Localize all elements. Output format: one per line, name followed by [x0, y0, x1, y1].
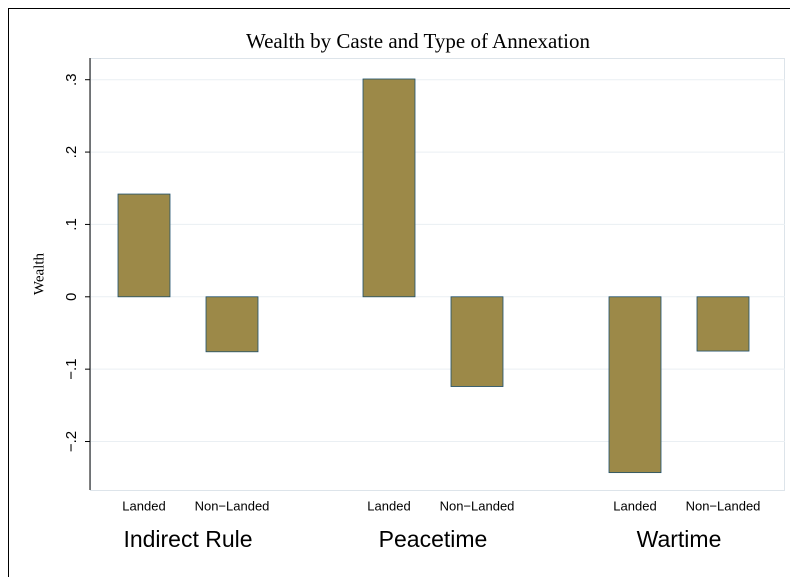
bar [450, 296, 504, 387]
bar-label: Landed [122, 498, 165, 513]
y-tick-label: −.1 [63, 359, 80, 380]
bar [696, 296, 750, 352]
group-label: Wartime [637, 526, 722, 552]
bar-label: Landed [613, 498, 656, 513]
y-tick-label: 0 [63, 293, 80, 301]
bar-label: Non−Landed [686, 498, 761, 513]
plot-frame [90, 58, 785, 491]
chart-title: Wealth by Caste and Type of Annexation [246, 29, 591, 53]
bar [362, 78, 416, 298]
y-tick-label: .2 [63, 146, 80, 159]
bar [205, 296, 259, 353]
bar-label: Non−Landed [440, 498, 515, 513]
y-tick-label: .1 [63, 218, 80, 231]
bar-label: Non−Landed [195, 498, 270, 513]
bar [117, 193, 171, 298]
bar-label: Landed [367, 498, 410, 513]
group-label: Peacetime [379, 526, 488, 552]
y-tick-label: −.2 [63, 431, 80, 452]
bar [608, 296, 662, 474]
y-axis-label: Wealth [31, 252, 47, 295]
group-label: Indirect Rule [123, 526, 252, 552]
y-tick-label: .3 [63, 73, 80, 86]
